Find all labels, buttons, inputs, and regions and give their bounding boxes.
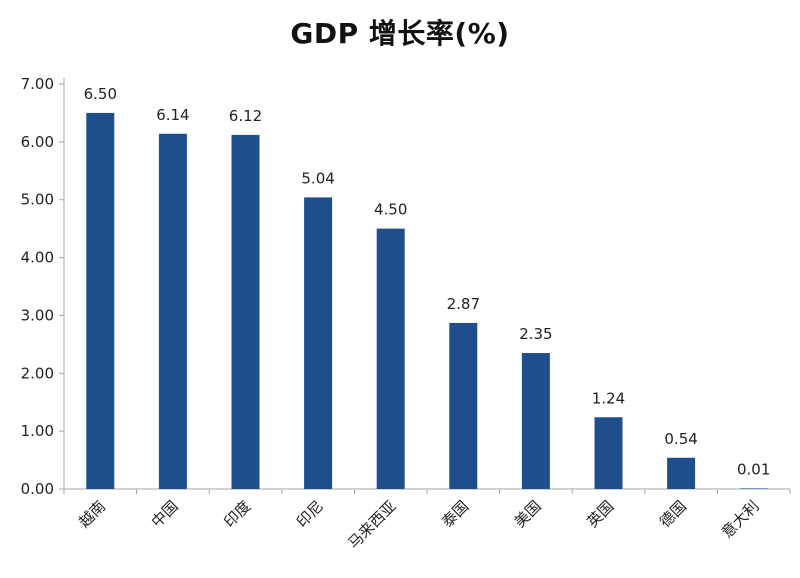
bar xyxy=(376,228,405,489)
x-tick-label: 马来西亚 xyxy=(344,497,399,552)
data-label: 2.87 xyxy=(447,295,480,313)
x-tick-label: 印度 xyxy=(220,497,254,531)
x-tick-label: 中国 xyxy=(148,497,182,531)
x-tick-label: 英国 xyxy=(583,497,617,531)
y-tick-label: 3.00 xyxy=(21,306,54,324)
data-label: 0.54 xyxy=(664,430,697,448)
x-tick-label: 德国 xyxy=(656,497,690,531)
data-label: 0.01 xyxy=(737,460,770,478)
y-tick-label: 6.00 xyxy=(21,133,54,151)
data-label: 4.50 xyxy=(374,201,407,219)
bar xyxy=(231,134,260,489)
x-tick-label: 印尼 xyxy=(293,497,327,531)
y-tick-label: 1.00 xyxy=(21,422,54,440)
chart-title: GDP 增长率(%) xyxy=(290,17,510,50)
y-tick-label: 5.00 xyxy=(21,191,54,209)
x-tick-label: 泰国 xyxy=(438,497,472,531)
bar xyxy=(86,112,115,489)
data-label: 6.12 xyxy=(229,107,262,125)
bar xyxy=(521,353,550,489)
y-tick-label: 7.00 xyxy=(21,75,54,93)
data-label: 6.50 xyxy=(84,85,117,103)
x-tick-label: 意大利 xyxy=(718,497,763,542)
y-tick-label: 0.00 xyxy=(21,480,54,498)
data-label: 5.04 xyxy=(301,169,334,187)
bar xyxy=(739,488,768,489)
x-tick-label: 越南 xyxy=(75,497,109,531)
bar xyxy=(158,133,187,489)
y-tick-label: 4.00 xyxy=(21,249,54,267)
data-label: 1.24 xyxy=(592,389,625,407)
bar xyxy=(449,322,478,489)
data-label: 6.14 xyxy=(156,106,189,124)
data-label: 2.35 xyxy=(519,325,552,343)
bar xyxy=(594,417,623,489)
x-tick-label: 美国 xyxy=(511,497,545,531)
bar xyxy=(304,197,333,489)
bar xyxy=(667,457,696,489)
y-tick-label: 2.00 xyxy=(21,364,54,382)
